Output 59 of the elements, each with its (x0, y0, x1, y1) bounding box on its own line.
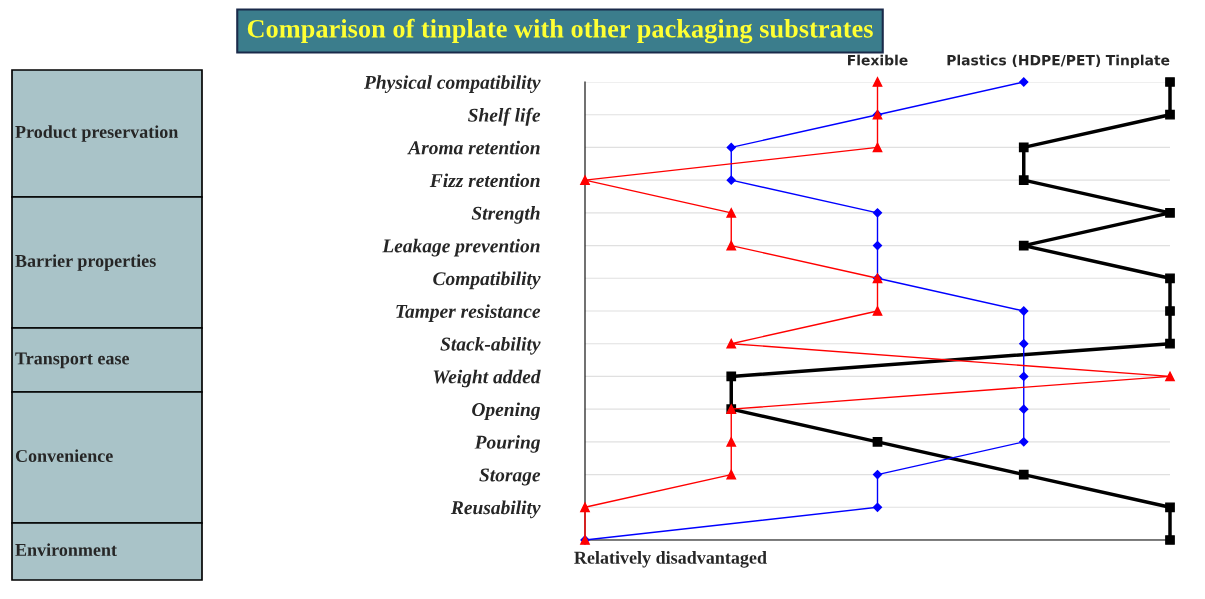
y-tick-label: Pouring (474, 435, 541, 453)
y-tick-label: Strength (471, 206, 540, 224)
point (1165, 535, 1175, 545)
point (1165, 306, 1175, 316)
point (1165, 77, 1175, 87)
point (1019, 371, 1029, 382)
y-tick-label: Tamper resistance (396, 304, 541, 322)
point (1018, 175, 1029, 186)
chart-title: Comparison of tinplate with other packaging substrates (247, 18, 873, 44)
y-tick-label: Weight added (433, 369, 541, 388)
series-label: Plastics (HDPE/PET) (947, 54, 1101, 68)
y-tick-label: Leakage prevention (382, 238, 540, 257)
text: Transport ease (15, 352, 130, 369)
point (1165, 207, 1175, 218)
point (872, 142, 883, 153)
point (1019, 437, 1029, 447)
point (1018, 240, 1029, 251)
point (726, 371, 737, 382)
point (872, 306, 883, 316)
point (1165, 109, 1175, 120)
point (726, 142, 736, 153)
y-tick-label: Stack-ability (440, 336, 541, 355)
point (872, 502, 883, 512)
text: Environment (15, 543, 117, 557)
point (726, 436, 737, 447)
point (580, 502, 590, 513)
point (726, 207, 737, 218)
point (580, 175, 590, 186)
point (872, 436, 883, 447)
point (1165, 338, 1175, 349)
point (1018, 142, 1029, 153)
point (1165, 371, 1175, 382)
y-tick-label: Opening (472, 402, 541, 421)
y-tick-label: Fizz retention (429, 173, 540, 188)
point (1165, 502, 1175, 513)
y-tick-label: Reusability (450, 500, 541, 519)
series-label: Tinplate (1105, 54, 1170, 69)
text: Relatively disadvantaged (574, 551, 767, 568)
y-tick-label: Physical compatibility (363, 75, 541, 93)
point (1019, 339, 1029, 349)
point (1019, 404, 1029, 414)
y-tick-label: Aroma retention (407, 140, 540, 155)
y-tick-label: Compatibility (433, 271, 541, 290)
point (726, 469, 737, 480)
point (872, 77, 883, 87)
text: Barrier properties (15, 254, 156, 271)
point (1019, 77, 1029, 87)
point (726, 338, 737, 349)
point (872, 208, 883, 218)
point (1018, 469, 1029, 480)
y-tick-label: Shelf life (468, 107, 541, 126)
series-label: Flexible (848, 54, 908, 66)
text: Product preservation (15, 125, 179, 142)
text: Convenience (15, 449, 113, 463)
point (1019, 306, 1029, 316)
point (1165, 273, 1175, 284)
y-tick-label: Storage (479, 468, 541, 486)
point (726, 175, 736, 185)
point (726, 240, 737, 251)
